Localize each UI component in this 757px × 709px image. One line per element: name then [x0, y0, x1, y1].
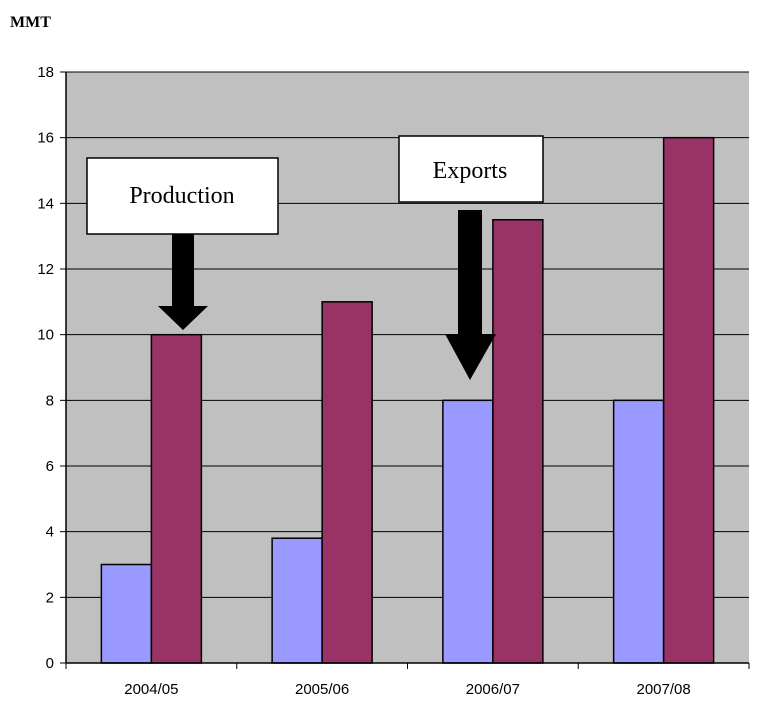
x-tick-labels: 2004/05 2005/06 2006/07 2007/08 — [124, 681, 690, 698]
bar-series-2-2005-06 — [321, 301, 373, 664]
bar-series-2-2006-07 — [492, 219, 544, 664]
exports-callout: Exports — [398, 135, 544, 380]
x-tick-label: 2006/07 — [466, 681, 520, 698]
bar-series-2-2004-05 — [150, 333, 203, 664]
production-callout-box — [86, 157, 279, 235]
x-tick-label: 2005/06 — [295, 681, 349, 698]
bar-series-1-2004-05 — [100, 563, 153, 664]
y-axis-unit-label: MMT — [10, 14, 51, 31]
y-tick-label: 10 — [37, 327, 54, 344]
bars — [100, 136, 715, 664]
y-tick-label: 16 — [37, 130, 54, 147]
bar-series-2-2007-08 — [662, 136, 715, 664]
exports-arrow-icon — [445, 210, 496, 380]
y-tick-labels: 0 2 4 6 8 10 12 14 16 18 — [37, 64, 54, 672]
exports-callout-text: Exports — [433, 158, 508, 184]
y-tick-label: 12 — [37, 261, 54, 278]
y-tick-label: 2 — [46, 589, 54, 606]
y-tick-label: 18 — [37, 64, 54, 81]
exports-callout-box — [398, 135, 544, 203]
x-tick-label: 2004/05 — [124, 681, 178, 698]
x-tick-label: 2007/08 — [637, 681, 691, 698]
bar-series-1-2006-07 — [442, 399, 494, 664]
y-tick-label: 6 — [46, 458, 54, 475]
y-tick-label: 0 — [46, 655, 54, 672]
y-tick-label: 14 — [37, 195, 54, 212]
bar-series-1-2007-08 — [612, 399, 665, 664]
production-arrow-icon — [158, 234, 208, 330]
axes — [65, 72, 750, 669]
y-tick-label: 8 — [46, 392, 54, 409]
y-tick-label: 4 — [46, 524, 54, 541]
production-callout: Production — [86, 157, 279, 330]
bar-series-1-2005-06 — [271, 537, 323, 664]
production-callout-text: Production — [129, 183, 234, 209]
